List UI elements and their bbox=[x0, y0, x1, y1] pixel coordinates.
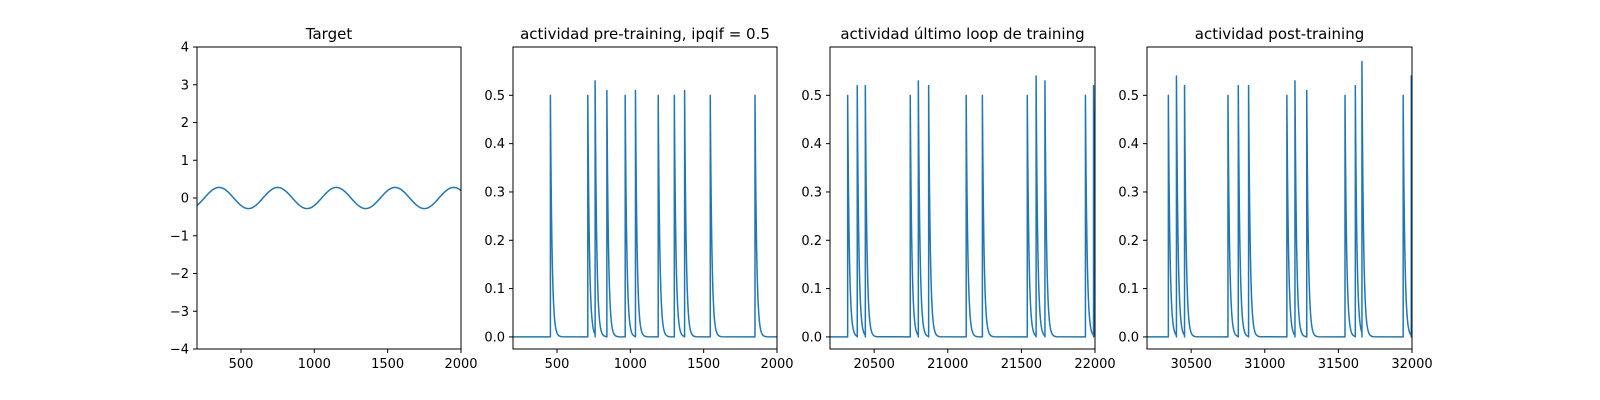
y-tick-label: −2 bbox=[170, 267, 189, 282]
chart-title: Target bbox=[305, 25, 353, 43]
y-tick-label: 0.0 bbox=[484, 330, 505, 345]
chart-panel-1: 500 1000 1500 2000 −4 −3 −2 −1 0 1 2 3 4 Target bbox=[170, 25, 478, 372]
y-tick-label: 0.5 bbox=[801, 89, 822, 104]
x-tick-label: 500 bbox=[545, 357, 570, 372]
x-tick-label: 1000 bbox=[614, 357, 647, 372]
y-tick-label: 0.3 bbox=[484, 185, 505, 200]
y-tick-label: 0.2 bbox=[801, 234, 822, 249]
y-tick-label: 0.1 bbox=[1118, 282, 1139, 297]
plot-frame bbox=[196, 46, 462, 350]
x-tick-label: 1500 bbox=[687, 357, 720, 372]
y-tick-label: −1 bbox=[170, 229, 189, 244]
chart-panel-3: 20500 21000 21500 22000 0.0 0.1 0.2 0.3 0.4 0.5 ac… bbox=[801, 25, 1115, 372]
x-tick-label: 500 bbox=[229, 357, 254, 372]
y-tick-label: 0.5 bbox=[1118, 89, 1139, 104]
y-tick-label: 0.4 bbox=[801, 137, 822, 152]
y-tick-label: 0.3 bbox=[1118, 185, 1139, 200]
x-tick-label: 20500 bbox=[853, 357, 894, 372]
y-tick-label: 0.0 bbox=[801, 330, 822, 345]
y-tick-label: 1 bbox=[181, 154, 189, 169]
x-tick-label: 31500 bbox=[1318, 357, 1359, 372]
x-tick-label: 32000 bbox=[1391, 357, 1432, 372]
y-tick-label: 0.2 bbox=[1118, 234, 1139, 249]
y-tick-label: 4 bbox=[181, 41, 189, 56]
x-tick-label: 21500 bbox=[1001, 357, 1042, 372]
x-tick-label: 1000 bbox=[298, 357, 331, 372]
y-tick-label: 0.1 bbox=[484, 282, 505, 297]
y-tick-label: 2 bbox=[181, 116, 189, 131]
series-line bbox=[513, 80, 777, 338]
chart-panel-4: 30500 31000 31500 32000 0.0 0.1 0.2 0.3 0.4 0.5 ac… bbox=[1118, 25, 1432, 372]
chart-title: actividad último loop de training bbox=[840, 25, 1084, 43]
series-line bbox=[830, 75, 1095, 338]
y-tick-label: 0.1 bbox=[801, 282, 822, 297]
y-tick-label: 0.5 bbox=[484, 89, 505, 104]
y-tick-label: −3 bbox=[170, 305, 189, 320]
y-tick-label: 3 bbox=[181, 78, 189, 93]
y-tick-label: 0.4 bbox=[1118, 137, 1139, 152]
series-line bbox=[197, 186, 461, 210]
plot-frame bbox=[1146, 46, 1413, 350]
x-tick-label: 30500 bbox=[1170, 357, 1211, 372]
y-tick-label: −4 bbox=[170, 343, 189, 358]
y-tick-label: 0 bbox=[181, 192, 189, 207]
y-tick-label: 0.0 bbox=[1118, 330, 1139, 345]
y-tick-label: 0.3 bbox=[801, 185, 822, 200]
chart-panel-2: 500 1000 1500 2000 0.0 0.1 0.2 0.3 0.4 0.5 activid… bbox=[484, 25, 793, 372]
x-tick-label: 31000 bbox=[1244, 357, 1285, 372]
y-tick-label: 0.4 bbox=[484, 137, 505, 152]
x-tick-label: 21000 bbox=[927, 357, 968, 372]
y-tick-label: 0.2 bbox=[484, 234, 505, 249]
plot-frame bbox=[829, 46, 1096, 350]
x-tick-label: 2000 bbox=[444, 357, 477, 372]
chart-title: actividad pre-training, ipqif = 0.5 bbox=[520, 25, 770, 43]
chart-title: actividad post-training bbox=[1195, 25, 1364, 43]
x-tick-label: 1500 bbox=[371, 357, 404, 372]
plot-frame bbox=[512, 46, 778, 350]
series-line bbox=[1147, 60, 1412, 338]
x-tick-label: 2000 bbox=[760, 357, 793, 372]
x-tick-label: 22000 bbox=[1074, 357, 1115, 372]
